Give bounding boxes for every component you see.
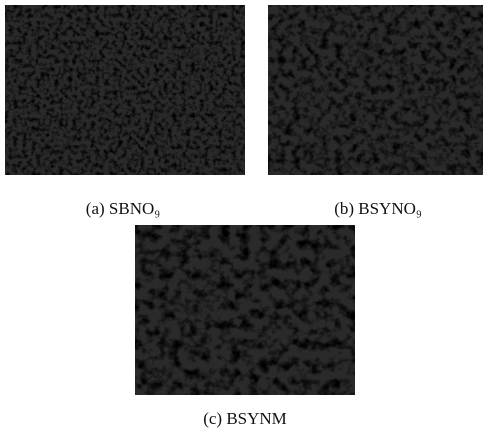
caption: (a) SBNO₉ [86, 199, 160, 218]
panel-c: (c) BSYNM [135, 225, 355, 428]
caption: (b) BSYNO₉ [334, 199, 422, 218]
panel-b: (b) BSYNO₉ [268, 5, 483, 218]
sem-image-texture [268, 5, 483, 175]
sem-image-texture [5, 5, 245, 175]
sem-image-texture [135, 225, 355, 395]
panel-a: (a) SBNO₉ [5, 5, 245, 218]
figure: (a) SBNO₉ (b) BSYNO₉ (c) BSYNM [0, 0, 489, 437]
caption: (c) BSYNM [203, 409, 287, 428]
